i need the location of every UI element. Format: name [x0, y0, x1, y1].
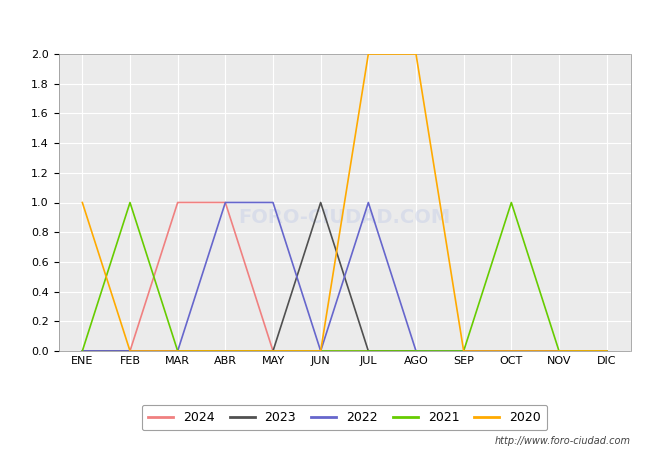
Text: http://www.foro-ciudad.com: http://www.foro-ciudad.com — [495, 436, 630, 446]
Text: Matriculaciones de Vehiculos en Villanueva de San Carlos: Matriculaciones de Vehiculos en Villanue… — [105, 15, 545, 30]
Legend: 2024, 2023, 2022, 2021, 2020: 2024, 2023, 2022, 2021, 2020 — [142, 405, 547, 430]
Text: FORO-CIUDAD.COM: FORO-CIUDAD.COM — [239, 208, 450, 227]
